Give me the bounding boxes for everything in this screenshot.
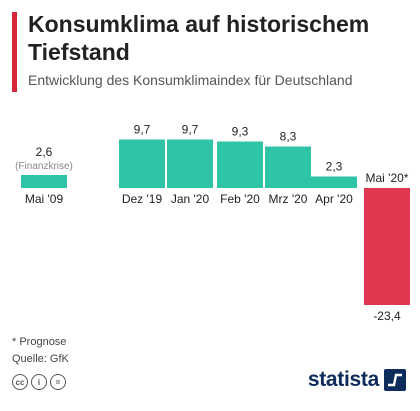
bar	[119, 139, 165, 188]
x-tick-label: Mrz '20	[269, 192, 308, 206]
forecast-note: * Prognose	[12, 336, 67, 348]
bar	[265, 146, 311, 188]
bar-value-label: 2,6	[36, 145, 53, 159]
title-accent-bar	[12, 12, 17, 92]
bar-value-label: 9,7	[134, 123, 151, 137]
creative-commons-icon[interactable]: cc	[12, 374, 28, 390]
x-tick-label: Feb '20	[220, 192, 260, 206]
bar	[21, 175, 67, 188]
x-tick-label: Mai '09	[25, 192, 64, 206]
no-derivatives-icon[interactable]: =	[50, 374, 66, 390]
bar-value-label: 9,7	[182, 123, 199, 137]
bar	[167, 139, 213, 188]
x-tick-label: Apr '20	[315, 192, 353, 206]
license-icons: cc i =	[12, 374, 66, 390]
chart-subtitle: Entwicklung des Konsumklimaindex für Deu…	[28, 72, 353, 88]
bar-value-label: -23,4	[373, 309, 401, 323]
bar	[311, 176, 357, 188]
bar	[217, 141, 263, 188]
footnotes: * Prognose Quelle: GfK	[12, 334, 69, 368]
bar-value-label: 8,3	[280, 130, 297, 144]
bar	[364, 188, 410, 305]
bar-annotation: (Finanzkrise)	[15, 161, 73, 172]
chart-title: Konsumklima auf historischem Tiefstand	[28, 11, 370, 65]
statista-brand[interactable]: statista	[308, 368, 406, 392]
attribution-icon[interactable]: i	[31, 374, 47, 390]
bar-value-label: 2,3	[326, 160, 343, 174]
x-tick-label: Dez '19	[122, 192, 163, 206]
bar-value-label: 9,3	[232, 125, 249, 139]
x-tick-label: Jan '20	[171, 192, 210, 206]
statista-logo-icon	[384, 369, 406, 391]
brand-name: statista	[307, 368, 379, 391]
x-tick-label: Mai '20*	[366, 171, 409, 185]
source-note: Quelle: GfK	[12, 353, 69, 365]
